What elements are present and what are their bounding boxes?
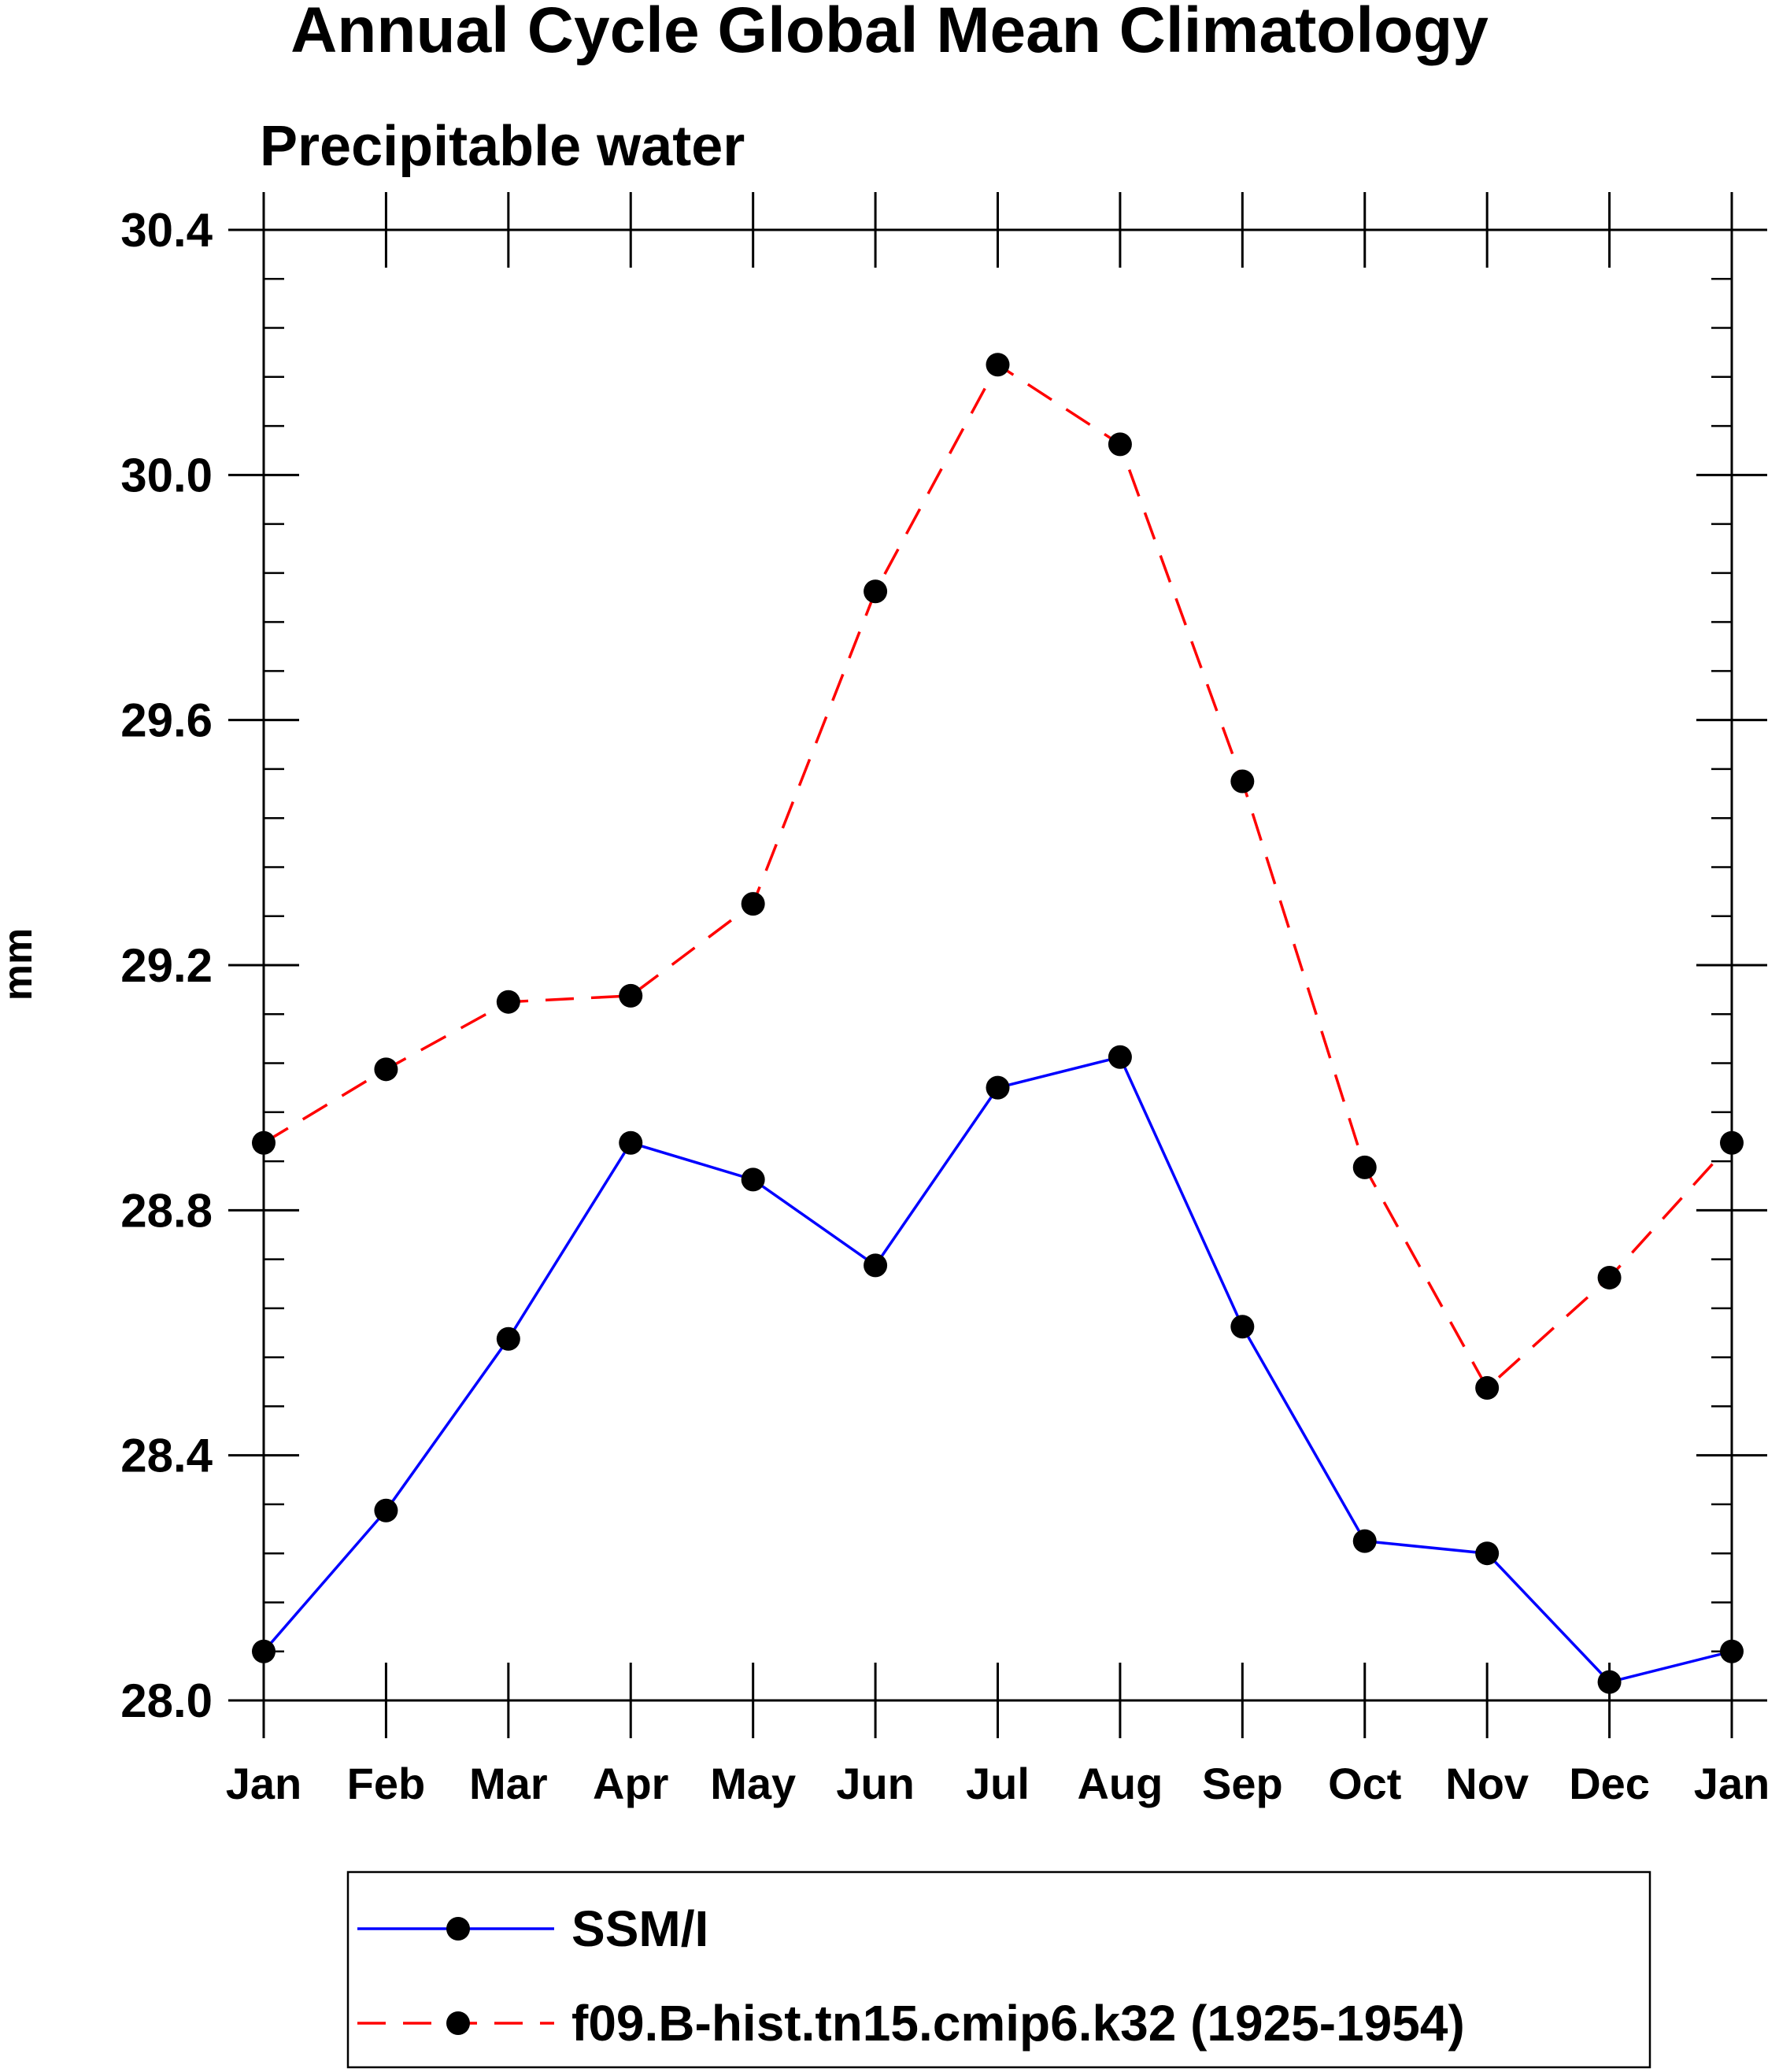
legend: SSM/I f09.B-hist.tn15.cmip6.k32 (1925-195… [346,1870,1651,2069]
legend-label-1: f09.B-hist.tn15.cmip6.k32 (1925-1954) [571,1995,1465,2052]
series-point-1 [619,983,643,1008]
series-point-0 [1475,1541,1500,1566]
series-point-1 [1720,1130,1744,1155]
series-point-0 [619,1130,643,1155]
series-point-0 [741,1167,765,1192]
x-tick-label: Feb [347,1759,426,1808]
x-tick-label: Oct [1328,1759,1401,1808]
x-tick-label: Apr [593,1759,668,1808]
series-point-1 [741,892,765,916]
legend-label-0: SSM/I [571,1900,708,1957]
series-point-0 [1720,1639,1744,1663]
series-point-0 [1230,1315,1255,1339]
series-point-1 [496,990,520,1014]
x-tick-label: Jul [966,1759,1030,1808]
legend-marker-1 [446,2011,470,2035]
series-point-1 [864,579,888,604]
x-tick-label: Jan [1694,1759,1770,1808]
series-line-0 [262,1055,1733,1684]
x-tick-label: Dec [1569,1759,1650,1808]
y-axis-label: mm [0,928,41,1001]
plot-frame [262,228,1733,1702]
series-point-1 [986,353,1010,377]
x-tick-label: May [710,1759,796,1808]
series-point-1 [252,1130,276,1155]
y-tick-label: 29.2 [120,939,213,992]
series-line-1 [263,362,1733,1390]
series-point-1 [1352,1155,1377,1179]
legend-box [346,1870,1651,2069]
chart-subtitle: Precipitable water [260,115,745,178]
y-tick-label: 28.0 [120,1674,213,1727]
series-point-1 [1230,769,1255,794]
series-point-0 [986,1075,1010,1100]
x-tick-label: Jan [226,1759,302,1808]
x-tick-label: Nov [1445,1759,1529,1808]
series-point-1 [1108,432,1132,457]
series-point-1 [1597,1265,1622,1289]
y-tick-label: 28.8 [120,1184,213,1237]
chart-title: Annual Cycle Global Mean Climatology [290,0,1489,66]
y-tick-label: 28.4 [120,1430,213,1482]
series-point-1 [1475,1376,1500,1400]
legend-marker-0 [446,1917,470,1941]
series-point-0 [496,1326,520,1351]
series-point-1 [374,1057,398,1082]
series-point-0 [1108,1045,1132,1069]
y-tick-label: 30.0 [120,449,213,501]
series-point-0 [374,1498,398,1523]
x-tick-label: Sep [1202,1759,1283,1808]
x-tick-label: Jun [836,1759,915,1808]
x-tick-label: Mar [469,1759,548,1808]
plot-area: Jan Feb Mar Apr May Jun Jul Aug Sep Oct Nov Dec Jan 2… [120,192,1770,1808]
series-point-0 [864,1253,888,1278]
series-point-0 [1597,1670,1622,1694]
y-tick-label: 29.6 [120,694,213,747]
x-tick-label: Aug [1077,1759,1163,1808]
y-tick-label: 30.4 [120,204,213,257]
series-point-0 [252,1639,276,1663]
series-point-0 [1352,1529,1377,1553]
